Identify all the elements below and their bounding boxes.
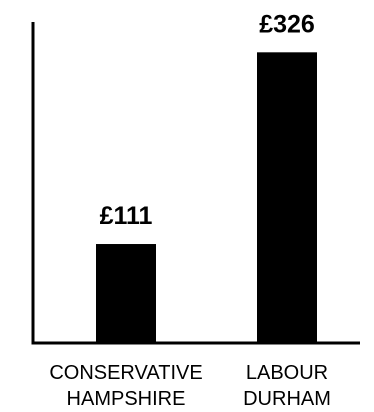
data-label-0: £111 (100, 202, 153, 230)
data-label-1: £326 (259, 10, 315, 38)
bars (96, 52, 317, 344)
bar-0 (96, 244, 156, 343)
data-labels: £111 £326 (100, 10, 315, 230)
axes (31, 22, 360, 345)
category-label-0-line-0: CONSERVATIVE (49, 362, 202, 384)
bar-1 (257, 52, 317, 344)
category-labels: CONSERVATIVE HAMPSHIRE LABOUR DURHAM (49, 362, 331, 410)
category-label-1-line-1: DURHAM (243, 388, 331, 410)
category-label-0-line-1: HAMPSHIRE (67, 388, 186, 410)
category-label-1-line-0: LABOUR (246, 362, 328, 384)
